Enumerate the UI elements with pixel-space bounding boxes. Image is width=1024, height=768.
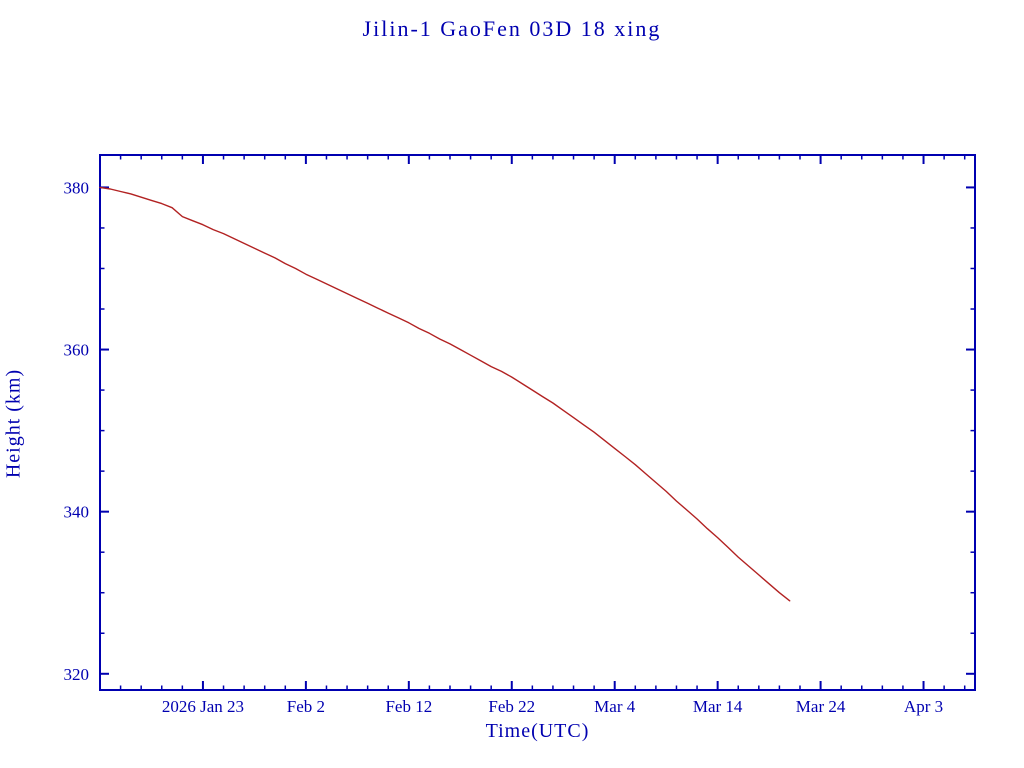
chart-title: Jilin-1 GaoFen 03D 18 xing <box>362 16 662 41</box>
x-axis-title: Time(UTC) <box>485 720 590 742</box>
height-decay-curve <box>99 186 791 602</box>
x-tick-label: Mar 14 <box>693 697 743 716</box>
x-tick-label: Feb 2 <box>287 697 325 716</box>
plot-frame <box>99 154 976 691</box>
x-tick-label: Mar 4 <box>594 697 636 716</box>
y-tick-label: 320 <box>64 665 90 684</box>
y-tick-label: 340 <box>64 503 90 522</box>
x-tick-label: Apr 3 <box>904 697 943 716</box>
y-tick-label: 380 <box>64 178 90 197</box>
x-tick-label: Feb 12 <box>385 697 432 716</box>
x-tick-label: Mar 24 <box>796 697 846 716</box>
y-tick-label: 360 <box>64 341 90 360</box>
x-tick-label: 2026 Jan 23 <box>162 697 244 716</box>
x-tick-label: Feb 22 <box>488 697 535 716</box>
